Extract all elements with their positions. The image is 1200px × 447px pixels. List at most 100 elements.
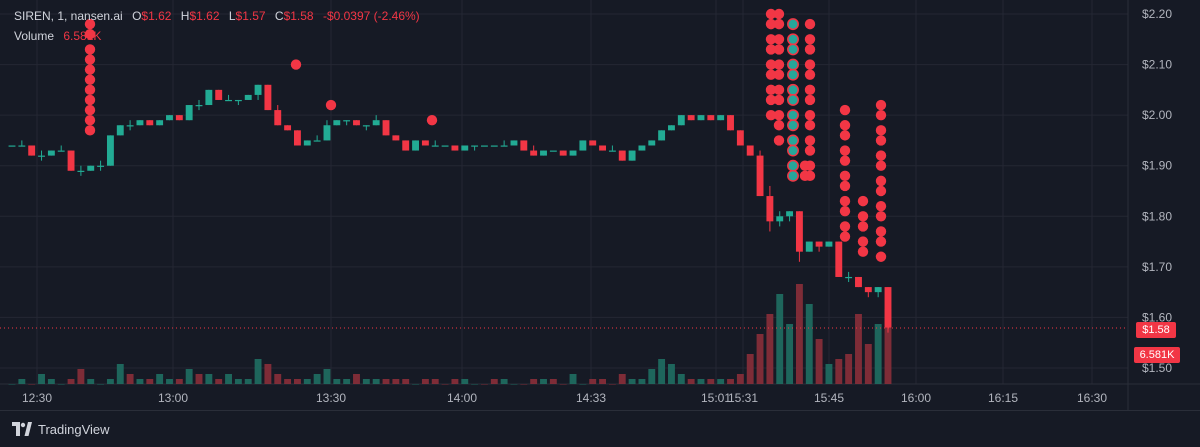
volume-bar <box>392 379 400 384</box>
signal-dot <box>875 125 887 136</box>
volume-bar <box>540 379 547 384</box>
legend-volume-row: Volume 6.581K <box>14 26 420 46</box>
candle-body <box>106 135 114 166</box>
candle-body <box>303 140 311 146</box>
candle-body <box>727 115 734 131</box>
candle-body <box>618 150 626 161</box>
signal-dot <box>875 211 887 222</box>
candle-body <box>343 120 351 122</box>
volume-bar <box>805 304 813 384</box>
volume-bar <box>707 379 715 384</box>
signal-dot <box>875 135 887 146</box>
volume-bar <box>776 294 784 384</box>
candle-body <box>234 99 242 102</box>
chart-area[interactable]: $1.50 $1.60 $1.70 $1.80 $1.90 $2.00 $2.10 $2.20… <box>0 0 1200 410</box>
candle-body <box>530 150 538 156</box>
x-tick-label: 16:30 <box>1077 391 1107 405</box>
volume-bar <box>274 374 282 384</box>
volume-bar <box>412 384 419 385</box>
signal-dot <box>804 69 816 80</box>
signal-dot <box>804 44 816 55</box>
candle-body <box>382 120 390 136</box>
y-tick-label: $2.10 <box>1142 58 1172 72</box>
volume-bar <box>668 364 675 384</box>
candle-body <box>500 145 508 147</box>
volume-bar <box>471 384 479 385</box>
signal-dot <box>787 33 799 46</box>
volume-bar <box>166 379 173 384</box>
candle-body <box>510 140 518 146</box>
volume-bar <box>451 379 459 384</box>
candlestick-chart[interactable]: $1.50 $1.60 $1.70 $1.80 $1.90 $2.00 $2.10 $2.20… <box>0 0 1200 410</box>
signal-dot <box>773 94 785 106</box>
volume-bar <box>687 379 695 384</box>
signal-dot <box>765 44 777 55</box>
legend-symbol: SIREN, 1, nansen.ai <box>14 9 123 23</box>
signal-dot <box>839 231 851 242</box>
signal-dot <box>839 120 851 131</box>
candle-body <box>845 276 853 279</box>
volume-bar <box>727 379 734 384</box>
volume-bar <box>284 379 292 384</box>
volume-bar <box>293 379 301 384</box>
x-tick-label: 13:30 <box>316 391 346 405</box>
volume-bar <box>736 374 744 384</box>
candle-body <box>569 150 577 156</box>
signal-dot <box>787 119 799 132</box>
candle-body <box>471 145 479 147</box>
signal-dot <box>290 59 302 70</box>
candle-body <box>225 99 232 102</box>
signal-dot <box>804 94 816 106</box>
last-price-badge: $1.58 <box>1136 322 1176 338</box>
volume-bar <box>156 374 164 384</box>
candle-body <box>707 115 715 121</box>
candle-body <box>549 150 557 152</box>
signal-dot <box>765 59 777 70</box>
volume-bar <box>382 379 390 384</box>
volume-bar <box>677 374 685 384</box>
candle-body <box>855 276 862 288</box>
signal-dot <box>787 169 799 182</box>
signal-dot <box>787 43 799 56</box>
volume-bar <box>116 364 124 384</box>
signal-dot <box>773 34 785 45</box>
volume-bar <box>845 354 853 384</box>
candle-body <box>116 125 124 136</box>
volume-bar <box>441 384 449 385</box>
tradingview-brand-text[interactable]: TradingView <box>38 421 110 437</box>
volume-bar <box>530 379 538 384</box>
signal-dot <box>839 130 851 141</box>
candle-body <box>431 145 439 147</box>
signal-dot <box>804 109 816 121</box>
signal-dot <box>804 34 816 45</box>
signal-dot <box>84 84 96 96</box>
volume-bar <box>500 379 508 384</box>
candle-body <box>313 140 321 142</box>
candle-body <box>156 120 164 126</box>
volume-bar <box>57 384 65 385</box>
volume-bar <box>185 369 193 384</box>
candle-body <box>677 115 685 126</box>
candle-body <box>67 150 75 171</box>
volume-bar <box>333 379 341 384</box>
volume-bar <box>47 379 55 384</box>
signal-dot <box>857 221 869 232</box>
candle-body <box>392 135 400 141</box>
volume-bar <box>136 379 144 384</box>
volume-bar <box>175 379 183 384</box>
candle-body <box>658 130 666 141</box>
candle-body <box>481 145 488 147</box>
signal-dot <box>765 94 777 106</box>
candle-body <box>608 150 616 152</box>
legend-low-key: L <box>228 9 236 23</box>
candle-body <box>805 241 813 252</box>
volume-bar <box>126 374 134 384</box>
signal-dot <box>765 18 777 30</box>
volume-bar <box>884 309 892 384</box>
signal-dot <box>787 94 799 106</box>
volume-bar <box>618 374 626 384</box>
tradingview-logo-icon[interactable] <box>12 422 32 436</box>
candle-body <box>441 145 449 147</box>
x-tick-label: 16:00 <box>901 391 931 405</box>
y-tick-label: $1.90 <box>1142 159 1172 173</box>
